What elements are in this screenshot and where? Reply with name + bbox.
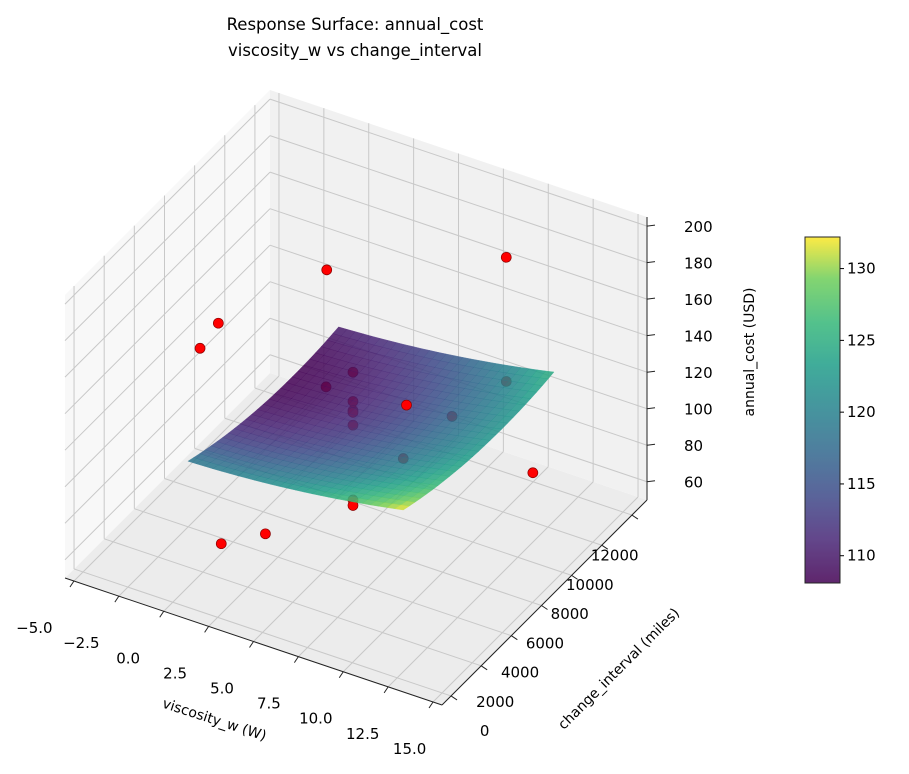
colorbar-gradient xyxy=(804,236,841,584)
grid-line xyxy=(104,538,482,667)
x-tick-mark xyxy=(114,595,120,603)
grid-line xyxy=(269,135,648,264)
grid-line xyxy=(73,375,280,582)
grid-line xyxy=(269,208,648,337)
y-tick-label: 4000 xyxy=(501,664,539,682)
grid-line xyxy=(387,481,594,688)
grid-line xyxy=(64,98,271,305)
z-axis-label: annual_cost (USD) xyxy=(742,287,758,416)
z-tick-label: 100 xyxy=(684,401,713,419)
y-tick-mark xyxy=(601,544,609,550)
z-tick-label: 160 xyxy=(684,291,713,309)
grid-line xyxy=(73,568,452,697)
chart-title-line-1: Response Surface: annual_cost xyxy=(227,15,484,35)
z-tick-mark xyxy=(646,334,656,337)
z-tick-mark xyxy=(646,261,656,264)
grid-line xyxy=(64,135,271,341)
grid-line xyxy=(64,244,271,451)
z-tick-mark xyxy=(646,443,656,446)
colorbar-tick-label: 125 xyxy=(847,331,876,349)
data-point xyxy=(215,538,227,550)
data-point xyxy=(500,251,512,263)
chart-title-line-2: viscosity_w vs change_interval xyxy=(228,41,482,61)
z-tick-label: 140 xyxy=(684,328,713,346)
data-point xyxy=(212,317,224,329)
y-tick-mark xyxy=(450,695,458,701)
y-tick-mark xyxy=(571,574,578,580)
x-tick-label: 0.0 xyxy=(116,649,140,667)
x-tick-label: −2.5 xyxy=(63,634,99,652)
z-tick-label: 80 xyxy=(684,437,703,455)
x-tick-label: 10.0 xyxy=(299,710,332,728)
y-tick-label: 8000 xyxy=(551,605,589,623)
grid-line xyxy=(164,478,542,606)
y-axis-label: change_interval (miles) xyxy=(555,605,683,733)
x-axis-label: viscosity_w (W) xyxy=(160,696,268,745)
grid-line xyxy=(64,171,271,378)
colorbar-tick-label: 120 xyxy=(847,403,876,421)
y-axis-line xyxy=(441,499,648,706)
y-tick-label: 6000 xyxy=(526,634,564,652)
grid-line xyxy=(269,98,648,227)
data-point xyxy=(194,342,206,354)
colorbar-tick-label: 130 xyxy=(847,260,876,278)
surface xyxy=(187,326,555,511)
z-tick-mark xyxy=(646,224,656,227)
y-tick-mark xyxy=(541,605,548,610)
y-tick-label: 0 xyxy=(480,722,490,740)
y-tick-label: 2000 xyxy=(476,693,514,711)
y-tick-label: 10000 xyxy=(566,576,614,594)
x-tick-mark xyxy=(293,656,299,663)
grid-line xyxy=(298,451,504,657)
y-tick-label: 12000 xyxy=(591,547,639,565)
grid-line xyxy=(432,496,639,703)
y-tick-mark xyxy=(631,514,639,520)
grid-line xyxy=(64,281,271,488)
surface-patch xyxy=(394,504,410,511)
z-tick-label: 200 xyxy=(684,218,713,236)
data-point xyxy=(401,399,412,411)
z-tick-label: 180 xyxy=(684,255,713,273)
x-tick-mark xyxy=(249,641,254,648)
x-tick-mark xyxy=(338,671,344,679)
grid-line xyxy=(342,466,549,673)
x-tick-label: 7.5 xyxy=(257,695,281,713)
x-tick-mark xyxy=(159,610,165,618)
z-tick-mark xyxy=(646,370,656,373)
x-tick-mark xyxy=(69,580,75,588)
data-point xyxy=(527,467,539,479)
z-tick-label: 60 xyxy=(684,474,703,492)
x-tick-label: 12.5 xyxy=(346,725,379,743)
colorbar-tick-label: 115 xyxy=(847,475,876,493)
x-tick-label: −5.0 xyxy=(16,619,52,637)
data-point xyxy=(260,528,271,540)
grid-line xyxy=(64,317,271,524)
x-tick-mark xyxy=(204,626,210,633)
grid-line xyxy=(134,508,512,637)
colorbar: 110 115 120 125 130 xyxy=(804,236,876,584)
z-tick-label: 120 xyxy=(684,364,713,382)
y-tick-mark xyxy=(480,665,488,671)
grid-line xyxy=(269,281,648,410)
x-tick-label: 15.0 xyxy=(393,740,426,758)
x-tick-mark xyxy=(383,686,389,694)
left-wall-pane xyxy=(65,90,270,578)
grid-line xyxy=(269,244,648,373)
z-tick-mark xyxy=(646,297,656,300)
grid-line xyxy=(269,171,648,300)
x-tick-mark xyxy=(428,701,434,709)
points-above-surface xyxy=(194,251,512,411)
z-tick-mark xyxy=(646,480,656,483)
axes: −5.0 −2.5 0.0 2.5 5.0 7.5 10.0 12.5 15.0 0 2000 400… xyxy=(16,217,713,758)
x-tick-label: 5.0 xyxy=(210,680,234,698)
colorbar-tick-label: 110 xyxy=(847,547,876,565)
grid-line xyxy=(64,354,271,561)
grid-line xyxy=(64,208,271,415)
y-tick-mark xyxy=(511,635,518,641)
z-tick-mark xyxy=(646,407,656,410)
data-point xyxy=(321,264,333,276)
x-tick-label: 2.5 xyxy=(163,664,187,682)
